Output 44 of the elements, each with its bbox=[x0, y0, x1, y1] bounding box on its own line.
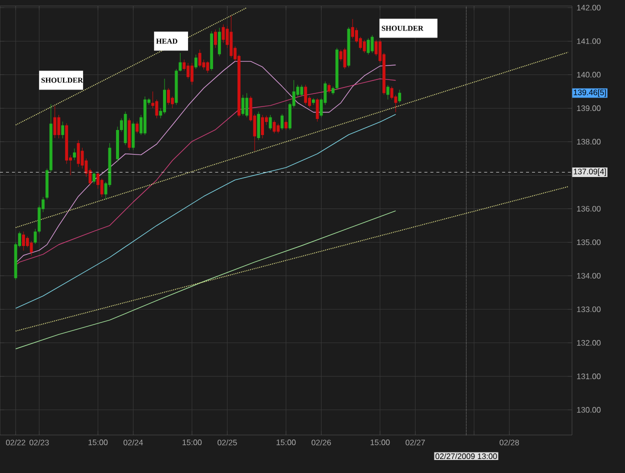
candlestick bbox=[34, 228, 37, 244]
candlestick bbox=[76, 140, 80, 168]
candlestick bbox=[351, 18, 354, 39]
candlestick bbox=[300, 84, 304, 97]
candlestick bbox=[398, 90, 402, 104]
candlestick bbox=[214, 29, 217, 48]
candlestick bbox=[186, 62, 190, 79]
candlestick bbox=[218, 28, 221, 57]
candlestick bbox=[30, 240, 33, 256]
candlestick bbox=[136, 121, 139, 134]
candlestick bbox=[366, 38, 370, 55]
candlestick bbox=[92, 172, 96, 184]
candlestick bbox=[155, 99, 158, 119]
candlestick bbox=[276, 123, 280, 134]
candlestick bbox=[304, 84, 308, 106]
candlestick bbox=[178, 52, 182, 72]
candlestick bbox=[370, 34, 374, 54]
candlestick bbox=[222, 24, 225, 44]
candlestick bbox=[166, 88, 170, 106]
candlestick bbox=[241, 94, 244, 116]
candlestick bbox=[22, 231, 25, 251]
candlestick bbox=[72, 148, 76, 160]
candlestick bbox=[261, 114, 264, 139]
candlestick bbox=[312, 98, 315, 106]
candlestick bbox=[61, 121, 64, 139]
candlestick bbox=[53, 106, 56, 138]
candlestick bbox=[328, 83, 331, 94]
candlestick bbox=[194, 54, 198, 70]
line-series bbox=[15, 210, 396, 350]
candlestick bbox=[245, 92, 248, 118]
line-series bbox=[15, 114, 396, 309]
candlestick bbox=[268, 114, 272, 130]
candlestick bbox=[284, 120, 288, 130]
candlestick bbox=[316, 98, 319, 122]
candlestick bbox=[198, 49, 202, 68]
candlestick bbox=[343, 48, 346, 70]
candlestick bbox=[190, 62, 194, 86]
candlestick bbox=[362, 40, 366, 54]
candlestick bbox=[390, 86, 394, 100]
candlestick bbox=[163, 78, 166, 114]
candlestick bbox=[386, 84, 390, 100]
candlestick bbox=[206, 61, 210, 74]
candlestick bbox=[57, 114, 60, 139]
candlestick bbox=[280, 114, 284, 130]
